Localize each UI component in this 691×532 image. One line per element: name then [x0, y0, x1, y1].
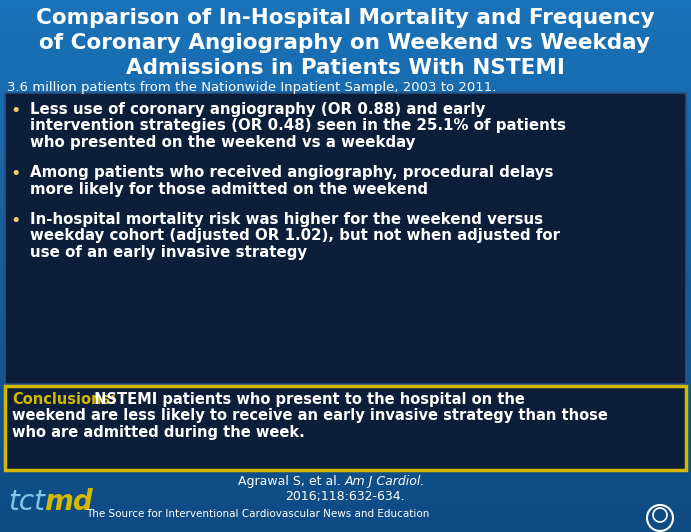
- Text: Am J Cardiol.: Am J Cardiol.: [345, 475, 426, 488]
- Bar: [0, 355, 691, 363]
- Bar: [0, 62, 691, 71]
- Bar: [0, 302, 691, 310]
- Text: Agrawal S, et al.: Agrawal S, et al.: [238, 475, 345, 488]
- Text: who are admitted during the week.: who are admitted during the week.: [12, 425, 305, 439]
- Bar: [0, 213, 691, 222]
- Text: use of an early invasive strategy: use of an early invasive strategy: [30, 245, 307, 260]
- Bar: [0, 248, 691, 257]
- Bar: [0, 53, 691, 62]
- Bar: [0, 435, 691, 443]
- Text: more likely for those admitted on the weekend: more likely for those admitted on the we…: [30, 181, 428, 197]
- Text: In-hospital mortality risk was higher for the weekend versus: In-hospital mortality risk was higher fo…: [30, 212, 543, 227]
- Text: Conclusions:: Conclusions:: [12, 392, 116, 407]
- Bar: [0, 257, 691, 266]
- Bar: [0, 115, 691, 124]
- Bar: [0, 443, 691, 452]
- Bar: [0, 177, 691, 186]
- Text: of Coronary Angiography on Weekend vs Weekday: of Coronary Angiography on Weekend vs We…: [39, 33, 650, 53]
- Text: Comparison of In-Hospital Mortality and Frequency: Comparison of In-Hospital Mortality and …: [36, 8, 654, 28]
- Text: Admissions in Patients With NSTEMI: Admissions in Patients With NSTEMI: [126, 58, 565, 78]
- Bar: [0, 239, 691, 248]
- Bar: [0, 186, 691, 195]
- Bar: [0, 390, 691, 399]
- Bar: [0, 523, 691, 532]
- Bar: [0, 363, 691, 372]
- Bar: [0, 337, 691, 346]
- Text: tct: tct: [8, 488, 45, 516]
- Bar: [5, 386, 686, 470]
- Text: weekday cohort (adjusted OR 1.02), but not when adjusted for: weekday cohort (adjusted OR 1.02), but n…: [30, 229, 560, 244]
- Bar: [0, 195, 691, 204]
- Bar: [0, 222, 691, 230]
- Bar: [0, 266, 691, 275]
- Bar: [0, 0, 691, 9]
- Text: 2016;118:632-634.: 2016;118:632-634.: [285, 490, 405, 503]
- Bar: [0, 284, 691, 293]
- Bar: [0, 160, 691, 169]
- Text: md: md: [44, 488, 93, 516]
- Bar: [0, 399, 691, 408]
- Bar: [0, 230, 691, 239]
- Bar: [0, 346, 691, 355]
- Bar: [0, 408, 691, 417]
- Bar: [0, 106, 691, 115]
- Text: Less use of coronary angiography (OR 0.88) and early: Less use of coronary angiography (OR 0.8…: [30, 102, 485, 117]
- Bar: [0, 319, 691, 328]
- Text: •: •: [10, 212, 20, 230]
- Text: intervention strategies (OR 0.48) seen in the 25.1% of patients: intervention strategies (OR 0.48) seen i…: [30, 119, 566, 134]
- Bar: [0, 275, 691, 284]
- Bar: [0, 461, 691, 470]
- Bar: [0, 514, 691, 523]
- Text: The Source for Interventional Cardiovascular News and Education: The Source for Interventional Cardiovasc…: [86, 509, 429, 519]
- Bar: [0, 381, 691, 390]
- Text: weekend are less likely to receive an early invasive strategy than those: weekend are less likely to receive an ea…: [12, 408, 608, 423]
- Bar: [0, 169, 691, 177]
- Bar: [0, 9, 691, 18]
- Bar: [0, 142, 691, 151]
- Text: NSTEMI patients who present to the hospital on the: NSTEMI patients who present to the hospi…: [89, 392, 525, 407]
- Bar: [0, 452, 691, 461]
- Bar: [0, 151, 691, 160]
- Bar: [0, 36, 691, 44]
- Bar: [0, 372, 691, 381]
- Text: •: •: [10, 102, 20, 120]
- Bar: [0, 496, 691, 505]
- Bar: [0, 18, 691, 27]
- Text: Among patients who received angiography, procedural delays: Among patients who received angiography,…: [30, 165, 553, 180]
- Bar: [5, 93, 686, 384]
- Bar: [0, 417, 691, 426]
- Bar: [0, 293, 691, 302]
- Bar: [0, 470, 691, 479]
- Bar: [0, 426, 691, 435]
- Bar: [0, 97, 691, 106]
- Bar: [0, 479, 691, 488]
- Bar: [0, 204, 691, 213]
- Text: who presented on the weekend vs a weekday: who presented on the weekend vs a weekda…: [30, 135, 415, 150]
- Bar: [0, 488, 691, 496]
- Bar: [0, 44, 691, 53]
- Bar: [0, 310, 691, 319]
- Bar: [0, 505, 691, 514]
- Text: •: •: [10, 165, 20, 183]
- Bar: [0, 71, 691, 80]
- Bar: [0, 124, 691, 133]
- Bar: [0, 133, 691, 142]
- Bar: [0, 27, 691, 36]
- Text: 3.6 million patients from the Nationwide Inpatient Sample, 2003 to 2011.: 3.6 million patients from the Nationwide…: [7, 81, 496, 94]
- Bar: [0, 328, 691, 337]
- Bar: [0, 89, 691, 97]
- Bar: [0, 80, 691, 89]
